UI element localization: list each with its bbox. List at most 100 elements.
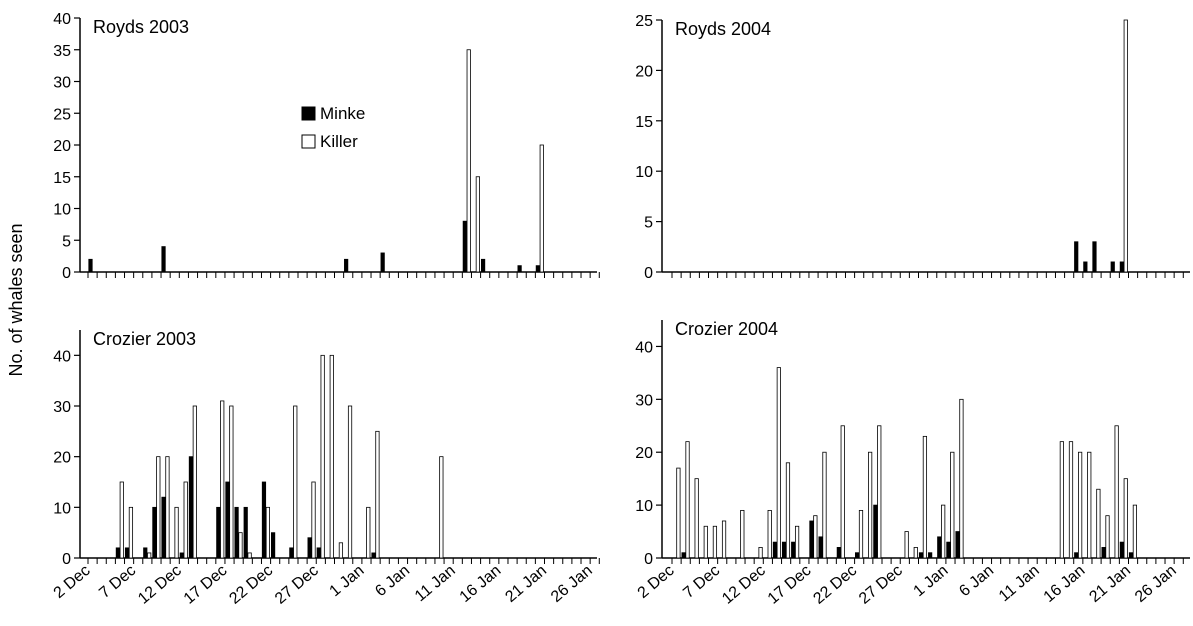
bar xyxy=(307,537,312,559)
bar xyxy=(1087,451,1092,559)
bar xyxy=(1092,241,1097,273)
x-tick-label: 21 Jan xyxy=(502,562,550,606)
y-tick-label: 5 xyxy=(62,233,71,250)
bar xyxy=(1074,241,1079,273)
legend-label: Minke xyxy=(320,104,365,123)
bar xyxy=(1128,552,1134,559)
panel-title: Royds 2004 xyxy=(675,19,771,39)
bar xyxy=(475,176,480,273)
bar xyxy=(772,541,778,559)
bar xyxy=(1119,541,1124,559)
bar xyxy=(1123,19,1128,273)
y-tick-label: 40 xyxy=(53,11,71,28)
bar xyxy=(1101,547,1106,559)
bar xyxy=(243,506,248,559)
bar xyxy=(1059,441,1064,559)
y-tick-label: 20 xyxy=(53,450,71,467)
bar xyxy=(822,451,827,559)
x-tick-label: 12 Dec xyxy=(135,562,185,608)
bar xyxy=(119,481,124,559)
y-tick-label: 0 xyxy=(62,551,71,568)
y-tick-label: 0 xyxy=(62,265,71,282)
y-tick-label: 30 xyxy=(635,392,653,409)
y-axis-label: No. of whales seen xyxy=(6,223,26,376)
bar xyxy=(165,456,170,559)
bar xyxy=(685,441,690,559)
bar xyxy=(183,481,188,559)
x-tick-label: 17 Dec xyxy=(181,562,231,608)
bar xyxy=(152,506,157,559)
panel-title: Royds 2003 xyxy=(93,17,189,37)
bar xyxy=(188,456,194,559)
x-tick-label: 7 Dec xyxy=(680,562,723,602)
bar xyxy=(535,265,540,273)
bar xyxy=(1123,478,1128,559)
bar xyxy=(758,547,763,559)
bar xyxy=(234,506,239,559)
bar xyxy=(946,541,951,559)
x-tick-label: 2 Dec xyxy=(51,562,94,602)
bar xyxy=(229,405,234,559)
bar xyxy=(928,552,933,559)
bar xyxy=(1105,515,1110,559)
bar xyxy=(338,542,344,559)
bar xyxy=(840,425,845,559)
bar xyxy=(918,552,924,559)
bar xyxy=(439,456,444,559)
y-tick-label: 30 xyxy=(53,75,71,92)
bar xyxy=(344,258,349,273)
bar xyxy=(174,506,179,559)
bar xyxy=(238,532,243,559)
bar xyxy=(311,481,316,559)
y-tick-label: 35 xyxy=(53,43,71,60)
bar xyxy=(776,367,781,559)
y-tick-label: 40 xyxy=(635,339,653,356)
y-tick-label: 25 xyxy=(635,13,653,30)
bar xyxy=(1078,451,1083,559)
bar xyxy=(316,547,321,559)
bar xyxy=(480,258,486,273)
bar xyxy=(818,536,823,559)
bar xyxy=(877,425,882,559)
bar xyxy=(517,265,522,273)
bar xyxy=(913,547,918,559)
y-tick-label: 10 xyxy=(53,500,71,517)
bar xyxy=(539,144,544,273)
bar xyxy=(950,451,955,559)
bar xyxy=(781,541,787,559)
bar xyxy=(462,220,467,273)
bar xyxy=(115,547,120,559)
y-tick-label: 40 xyxy=(53,348,71,365)
y-tick-label: 5 xyxy=(644,215,653,232)
bar xyxy=(161,496,166,559)
bar xyxy=(192,405,197,559)
legend-label: Killer xyxy=(320,132,358,151)
bar xyxy=(466,49,471,273)
bar xyxy=(703,525,708,559)
x-tick-label: 27 Dec xyxy=(856,562,906,608)
y-tick-label: 20 xyxy=(635,445,653,462)
bar xyxy=(1068,441,1074,559)
bar xyxy=(712,525,718,559)
y-tick-label: 15 xyxy=(635,114,653,131)
bar xyxy=(147,552,152,559)
bar xyxy=(941,504,946,559)
x-tick-label: 21 Jan xyxy=(1086,562,1134,606)
bar xyxy=(721,520,727,559)
panel-title: Crozier 2004 xyxy=(675,319,778,339)
bar xyxy=(143,547,148,559)
bar xyxy=(265,506,270,559)
bar xyxy=(128,506,134,559)
bar xyxy=(836,547,841,559)
x-tick-label: 26 Jan xyxy=(548,562,596,606)
x-tick-label: 17 Dec xyxy=(765,562,815,608)
x-tick-label: 16 Jan xyxy=(1041,562,1089,606)
bar xyxy=(225,481,230,559)
x-tick-label: 2 Dec xyxy=(635,562,678,602)
bar xyxy=(873,504,878,559)
bar xyxy=(1114,425,1119,559)
bar xyxy=(868,451,873,559)
x-tick-label: 26 Jan xyxy=(1132,562,1180,606)
bar xyxy=(1083,261,1088,273)
